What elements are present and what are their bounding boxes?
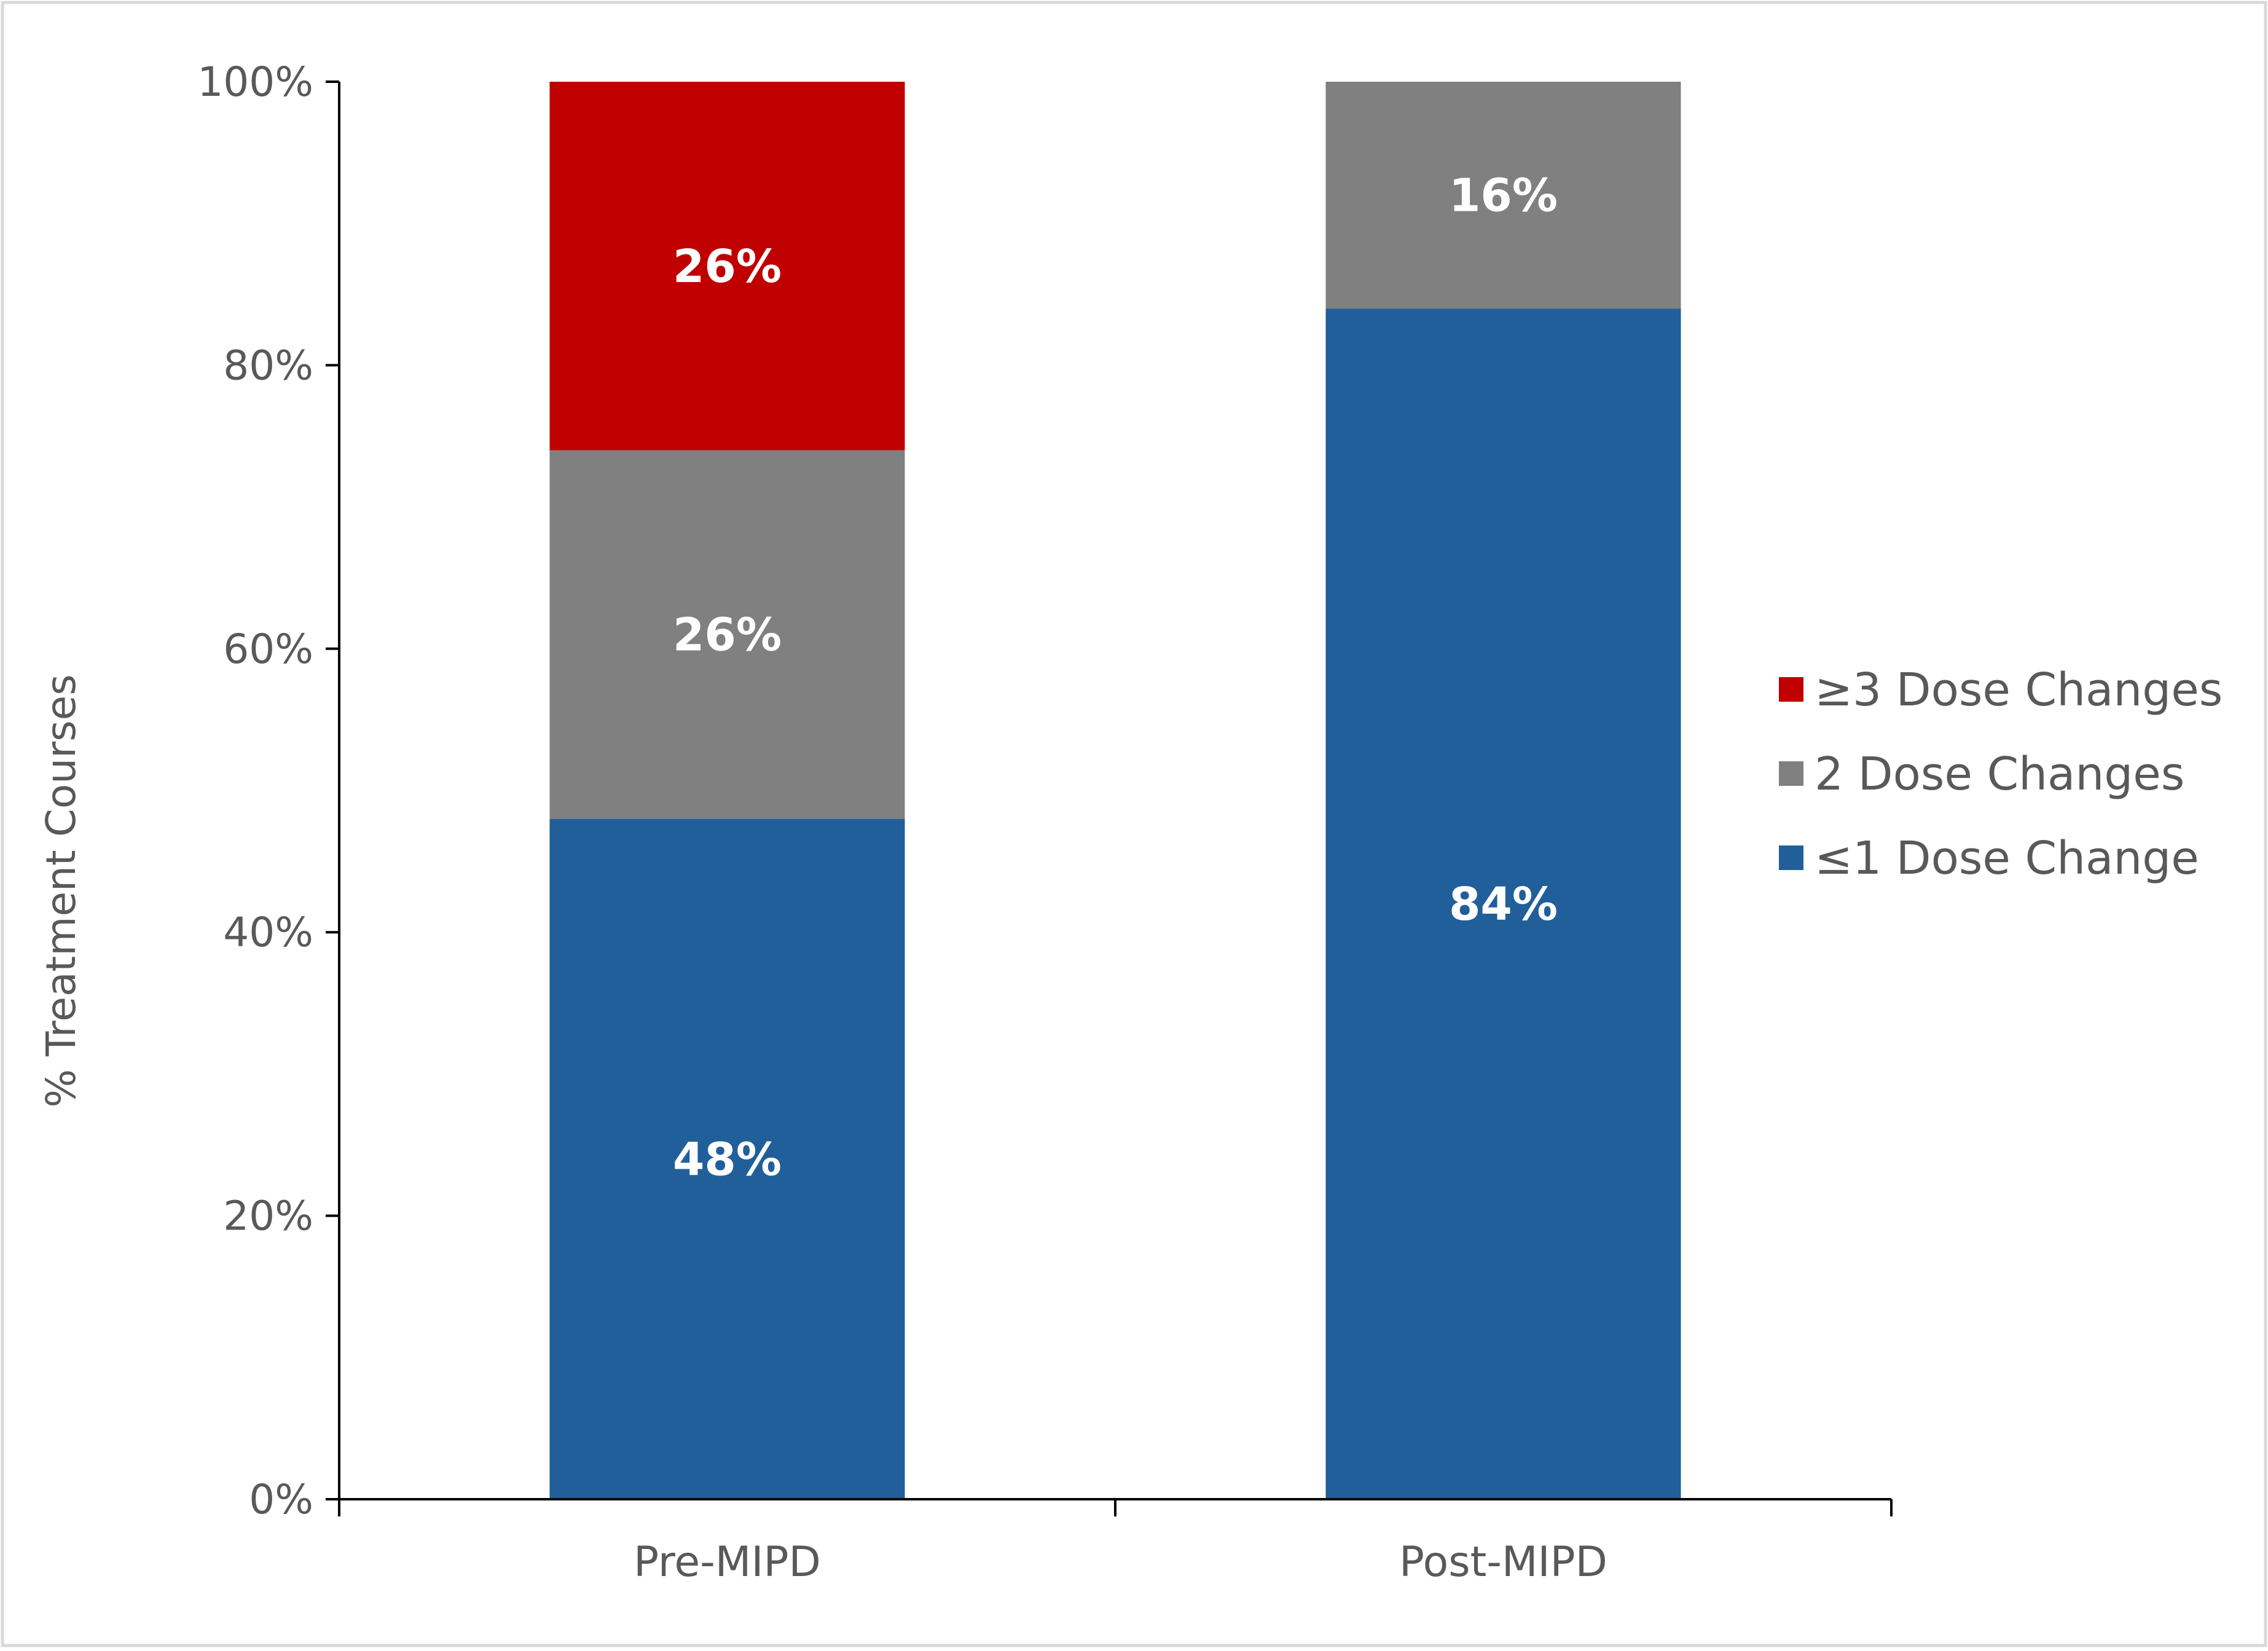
legend-swatch — [1779, 845, 1803, 870]
bar-pre-mipd-series-0 — [549, 818, 905, 1499]
data-label: 26% — [673, 240, 782, 293]
data-label: 84% — [1449, 878, 1558, 931]
legend-label: ≤1 Dose Change — [1815, 832, 2199, 885]
legend-label: 2 Dose Changes — [1815, 748, 2184, 801]
y-tick-label: 60% — [223, 625, 313, 673]
x-tick-label: Post-MIPD — [1399, 1538, 1607, 1586]
data-label: 16% — [1449, 170, 1558, 222]
y-tick-label: 40% — [223, 909, 313, 956]
y-tick-label: 0% — [249, 1476, 313, 1523]
legend-swatch — [1779, 761, 1803, 786]
bar-pre-mipd-series-2 — [549, 82, 905, 450]
data-label: 48% — [673, 1133, 782, 1186]
legend-label: ≥3 Dose Changes — [1815, 664, 2223, 716]
legend-swatch — [1779, 677, 1803, 702]
y-tick-label: 80% — [223, 342, 313, 389]
y-tick-label: 20% — [223, 1193, 313, 1240]
data-label: 26% — [673, 609, 782, 662]
bar-pre-mipd-series-1 — [549, 450, 905, 819]
y-tick-label: 100% — [197, 58, 313, 106]
bar-post-mipd-series-1 — [1325, 82, 1681, 309]
y-axis-title: % Treatment Courses — [37, 674, 85, 1107]
x-tick-label: Pre-MIPD — [634, 1538, 821, 1586]
bar-post-mipd-series-0 — [1325, 308, 1681, 1499]
